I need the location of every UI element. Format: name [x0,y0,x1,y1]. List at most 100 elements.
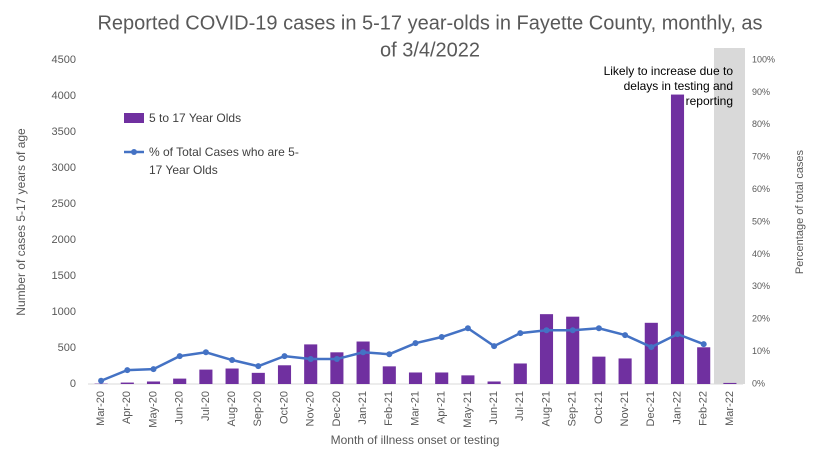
line-point [229,357,236,364]
line-point [412,340,419,347]
annotation: Likely to increase due to [604,64,734,78]
bar [539,314,554,384]
x-tick-label: May-21 [462,391,474,428]
line-point [333,356,340,363]
line-point [648,344,655,351]
line-point [255,363,262,370]
legend-label: % of Total Cases who are 5-17 Year Olds [149,145,299,177]
line-point [98,377,105,384]
bar [277,365,292,384]
x-tick-label: Feb-21 [383,391,395,426]
legend-label: 5 to 17 Year Olds [149,111,242,125]
annotation: reporting [686,94,733,108]
x-tick-label: Sep-21 [567,391,579,426]
bar [592,356,606,384]
bar [408,372,423,384]
y-tick-label: 1500 [52,270,76,282]
bar [146,381,161,384]
y-tick-label: 3000 [52,162,76,174]
bar [697,347,711,384]
line-point [360,349,367,356]
line-point [281,353,288,360]
y2-tick-label: 10% [752,346,770,356]
x-tick-label: Mar-22 [724,391,736,426]
line-point [150,366,157,373]
bar [435,372,449,384]
bar [356,341,370,384]
x-tick-label: Oct-21 [593,391,605,424]
y-tick-label: 4500 [52,54,76,66]
y-axis-title: Number of cases 5-17 years of age [14,128,28,316]
line-point [674,331,681,338]
y2-tick-label: 20% [752,314,770,324]
x-tick-label: Oct-20 [278,391,290,424]
y2-tick-label: 80% [752,119,770,129]
x-tick-label: Dec-21 [645,391,657,426]
line-point [464,325,471,332]
x-axis-title: Month of illness onset or testing [331,433,500,447]
annotation: delays in testing and [624,79,733,93]
bar [461,375,475,384]
x-tick-label: Jul-21 [514,391,526,421]
bar [382,366,396,384]
y-tick-label: 2500 [52,198,76,210]
bar [199,369,213,384]
line-point [202,349,209,356]
line-point [517,330,524,337]
y2-tick-label: 40% [752,249,770,259]
bar [251,372,265,384]
y-tick-label: 0 [70,378,76,390]
line-point [307,356,314,363]
x-tick-label: Jan-22 [671,391,683,425]
x-tick-label: Jun-20 [174,391,186,425]
line-point [386,351,393,358]
line-point [543,327,550,334]
line-point [491,343,498,350]
bar [566,316,580,384]
line [100,326,705,382]
bar [120,382,134,384]
x-tick-label: May-20 [147,391,159,428]
x-tick-label: Jul-20 [200,391,212,421]
bar [225,368,239,384]
x-tick-label: Nov-20 [305,391,317,426]
x-tick-label: Nov-21 [619,391,631,426]
bar [723,382,737,384]
x-tick-label: Sep-20 [252,391,264,426]
y2-tick-label: 70% [752,152,770,162]
chart-title: of 3/4/2022 [380,39,480,61]
x-tick-label: Dec-20 [331,391,343,426]
x-tick-label: Aug-21 [540,391,552,426]
legend-swatch [124,113,144,123]
line-point [438,334,445,341]
x-tick-label: Mar-21 [409,391,421,426]
y2-axis-title: Percentage of total cases [794,149,806,274]
line-point [700,341,707,348]
y2-tick-label: 100% [752,54,775,64]
chart-title: Reported COVID-19 cases in 5-17 year-old… [97,12,762,34]
shaded-region [714,48,745,384]
y2-tick-label: 60% [752,184,770,194]
line-point [569,327,576,334]
y-tick-label: 2000 [52,234,76,246]
line-point [595,325,602,332]
bar [513,363,527,384]
bar [644,322,658,384]
line-point [176,353,183,360]
y2-tick-label: 30% [752,281,770,291]
y2-tick-label: 50% [752,216,770,226]
x-tick-label: Jun-21 [488,391,500,425]
x-tick-label: Apr-20 [121,391,133,424]
x-tick-label: Mar-20 [95,391,107,426]
bar [304,344,318,384]
x-tick-label: Feb-22 [698,391,710,426]
y-tick-label: 4000 [52,90,76,102]
x-tick-label: Jan-21 [357,391,369,425]
legend-swatch [131,149,137,155]
line-point [124,367,131,374]
bar [618,358,632,384]
bar [487,381,501,384]
y-tick-label: 1000 [52,306,76,318]
